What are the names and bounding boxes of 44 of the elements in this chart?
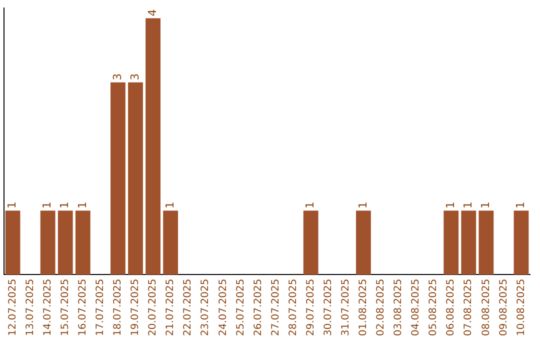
data-label: 1 [479, 202, 492, 209]
x-tick-label: 14.07.2025 [42, 278, 54, 336]
data-label: 1 [514, 202, 528, 209]
x-tick-label: 20.07.2025 [148, 278, 159, 336]
x-tick-label: 27.07.2025 [270, 278, 282, 336]
x-tick-label: 17.07.2025 [95, 278, 106, 336]
x-tick-label: 05.08.2025 [428, 278, 440, 336]
data-label: 3 [128, 73, 142, 80]
x-tick-label: 10.08.2025 [516, 278, 527, 336]
x-tick-label: 24.07.2025 [218, 278, 229, 336]
x-tick-label: 31.07.2025 [340, 278, 352, 336]
data-label: 3 [110, 73, 124, 80]
data-label: 1 [304, 202, 317, 209]
data-label: 1 [40, 202, 54, 209]
x-tick-label: 28.07.2025 [288, 278, 299, 336]
x-tick-label: 23.07.2025 [200, 278, 212, 336]
x-tick-label: 02.08.2025 [376, 278, 387, 336]
x-tick-label: 01.08.2025 [358, 278, 370, 336]
x-tick-label: 03.08.2025 [393, 278, 404, 336]
x-tick-label: 13.07.2025 [24, 278, 36, 336]
x-tick-label: 07.08.2025 [463, 278, 474, 336]
data-label: 1 [444, 202, 457, 209]
data-label: 4 [146, 9, 159, 16]
data-label: 1 [461, 202, 474, 209]
data-label: 1 [6, 202, 19, 209]
x-tick-label: 12.07.2025 [7, 278, 18, 336]
x-tick-label: 06.08.2025 [446, 278, 457, 336]
x-tick-label: 19.07.2025 [130, 278, 142, 336]
data-label: 1 [356, 202, 370, 209]
data-label: 1 [76, 202, 89, 209]
data-label: 1 [58, 202, 72, 209]
x-tick-label: 22.07.2025 [182, 278, 194, 336]
x-tick-label: 26.07.2025 [252, 278, 264, 336]
x-tick-label: 18.07.2025 [112, 278, 124, 336]
x-tick-label: 29.07.2025 [305, 278, 316, 336]
x-tick-label: 30.07.2025 [322, 278, 334, 336]
x-tick-label: 09.08.2025 [498, 278, 510, 336]
x-tick-label: 15.07.2025 [60, 278, 71, 336]
x-tick-label: 08.08.2025 [480, 278, 492, 336]
x-tick-label: 04.08.2025 [410, 278, 422, 336]
x-tick-label: 21.07.2025 [165, 278, 176, 336]
data-label: 1 [163, 202, 176, 209]
x-tick-label: 25.07.2025 [235, 278, 246, 336]
x-tick-label: 16.07.2025 [77, 278, 88, 336]
